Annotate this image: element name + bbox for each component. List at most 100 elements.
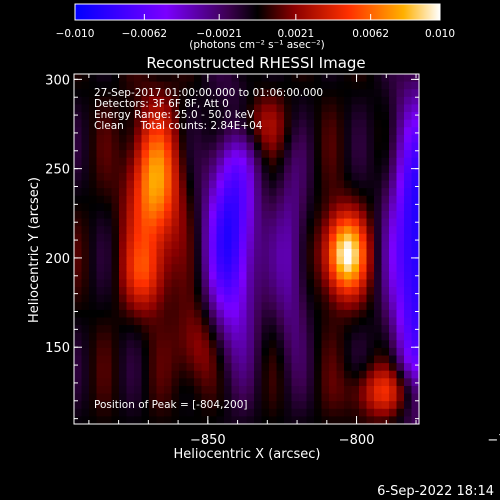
heatmap-cell — [314, 188, 323, 197]
heatmap-cell — [336, 287, 345, 296]
heatmap-cell — [366, 401, 375, 410]
heatmap-cell — [284, 355, 293, 364]
heatmap-cell — [284, 203, 293, 212]
heatmap-cell — [141, 340, 150, 349]
heatmap-cell — [374, 325, 383, 334]
heatmap-cell — [276, 142, 285, 151]
heatmap-cell — [396, 378, 405, 387]
heatmap-cell — [291, 302, 300, 311]
heatmap-cell — [411, 370, 420, 379]
heatmap-cell — [149, 89, 158, 98]
heatmap-cell — [291, 142, 300, 151]
heatmap-cell — [351, 127, 360, 136]
heatmap-cell — [186, 249, 195, 258]
heatmap-cell — [306, 355, 315, 364]
heatmap-cell — [389, 218, 398, 227]
heatmap-cell — [366, 119, 375, 128]
heatmap-cell — [201, 294, 210, 303]
heatmap-cell — [239, 142, 248, 151]
heatmap-cell — [119, 347, 128, 357]
heatmap-cell — [381, 241, 390, 250]
heatmap-cell — [224, 218, 233, 227]
heatmap-cell — [291, 188, 300, 197]
heatmap-cell — [74, 340, 83, 349]
heatmap-cell — [194, 355, 203, 364]
heatmap-cell — [194, 142, 203, 151]
heatmap-cell — [411, 279, 420, 288]
heatmap-cell — [411, 385, 420, 395]
heatmap-cell — [404, 150, 413, 159]
heatmap-cell — [246, 165, 255, 174]
heatmap-cell — [89, 309, 98, 319]
heatmap-cell — [374, 332, 383, 341]
heatmap-cell — [389, 249, 398, 258]
heatmap-cell — [291, 256, 300, 265]
heatmap-cell — [291, 378, 300, 387]
heatmap-cell — [194, 226, 203, 235]
heatmap-cell — [224, 188, 233, 197]
heatmap-cell — [336, 393, 345, 402]
heatmap-cell — [411, 210, 420, 220]
heatmap-cell — [381, 401, 390, 410]
heatmap-cell — [246, 309, 255, 319]
heatmap-cell — [359, 370, 368, 379]
heatmap-cell — [216, 74, 225, 83]
heatmap-cell — [276, 157, 285, 166]
heatmap-cell — [156, 363, 165, 372]
heatmap-cell — [186, 226, 195, 235]
heatmap-cell — [404, 385, 413, 395]
heatmap-cell — [321, 385, 330, 395]
heatmap-cell — [276, 393, 285, 402]
heatmap-cell — [351, 294, 360, 303]
heatmap-cell — [269, 195, 278, 204]
heatmap-cell — [179, 294, 188, 303]
heatmap-cell — [141, 302, 150, 311]
heatmap-cell — [396, 249, 405, 258]
heatmap-cell — [351, 210, 360, 220]
heatmap-cell — [321, 172, 330, 182]
heatmap-cell — [276, 180, 285, 189]
heatmap-cell — [81, 408, 90, 417]
heatmap-cell — [404, 112, 413, 121]
heatmap-cell — [141, 81, 150, 90]
heatmap-cell — [89, 165, 98, 174]
heatmap-cell — [179, 172, 188, 182]
heatmap-cell — [374, 287, 383, 296]
heatmap-cell — [81, 264, 90, 273]
heatmap-cell — [314, 287, 323, 296]
heatmap-cell — [344, 188, 353, 197]
heatmap-cell — [111, 317, 120, 326]
heatmap-cell — [321, 210, 330, 220]
heatmap-cell — [321, 256, 330, 265]
heatmap-cell — [164, 134, 173, 144]
heatmap-cell — [96, 127, 105, 136]
heatmap-cell — [96, 218, 105, 227]
heatmap-cell — [194, 347, 203, 357]
heatmap-cell — [306, 370, 315, 379]
heatmap-cell — [149, 363, 158, 372]
heatmap-cell — [276, 104, 285, 113]
heatmap-cell — [89, 408, 98, 417]
heatmap-cell — [284, 401, 293, 410]
heatmap-cell — [299, 401, 308, 410]
heatmap-cell — [261, 416, 270, 425]
heatmap-cell — [344, 287, 353, 296]
heatmap-cell — [164, 317, 173, 326]
heatmap-cell — [261, 203, 270, 212]
heatmap-cell — [186, 325, 195, 334]
heatmap-cell — [81, 104, 90, 113]
heatmap-cell — [284, 416, 293, 425]
heatmap-cell — [246, 370, 255, 379]
heatmap-cell — [126, 165, 135, 174]
heatmap-cell — [366, 347, 375, 357]
heatmap-cell — [314, 271, 323, 281]
heatmap-cell — [104, 401, 113, 410]
heatmap-cell — [179, 340, 188, 349]
heatmap-cell — [119, 416, 128, 425]
annotation-time-range: 27-Sep-2017 01:00:00.000 to 01:06:00.000 — [94, 87, 323, 99]
heatmap-cell — [351, 317, 360, 326]
heatmap-cell — [164, 165, 173, 174]
heatmap-cell — [404, 89, 413, 98]
heatmap-cell — [359, 203, 368, 212]
heatmap-cell — [194, 89, 203, 98]
